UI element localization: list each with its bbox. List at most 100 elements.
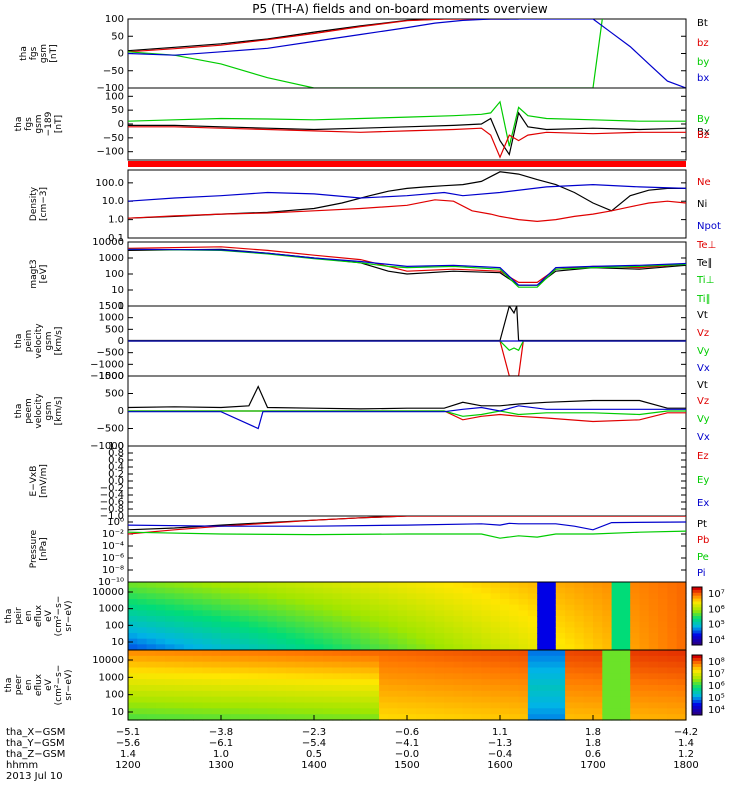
heatmap-cell [630, 582, 641, 589]
heatmap-cell [565, 593, 575, 600]
heatmap-cell [434, 673, 445, 680]
colorbar-cell [692, 604, 702, 608]
y-tick-label: 1000 [99, 253, 124, 264]
heatmap-cell [434, 604, 445, 611]
heatmap-cell [323, 638, 334, 645]
heatmap-cell [295, 621, 306, 628]
heatmap-cell [602, 599, 613, 606]
heatmap-cell [388, 633, 399, 640]
heatmap-cell [128, 661, 138, 669]
heatmap-cell [239, 627, 250, 634]
y-axis-label-line: tha [19, 46, 29, 61]
heatmap-cell [472, 599, 482, 606]
heatmap-cell [267, 696, 278, 704]
heatmap-cell [332, 587, 343, 594]
heatmap-cell [611, 610, 622, 617]
heatmap-cell [481, 644, 492, 651]
heatmap-cell [155, 587, 166, 594]
heatmap-cell [221, 633, 231, 640]
legend-entry: Vt [697, 380, 708, 391]
colorbar-cell [692, 697, 702, 701]
heatmap-cell [407, 599, 417, 606]
heatmap-cell [174, 599, 185, 606]
heatmap-cell [193, 673, 203, 680]
heatmap-cell [620, 696, 631, 704]
heatmap-cell [193, 685, 203, 692]
heatmap-cell [267, 685, 278, 692]
series-line-npot [128, 183, 686, 202]
heatmap-cell [425, 599, 436, 606]
legend-entry: Pt [697, 519, 707, 530]
heatmap-cell [648, 655, 659, 663]
heatmap-cell [472, 655, 482, 663]
heatmap-cell [546, 604, 557, 611]
heatmap-cell [481, 650, 492, 657]
heatmap-cell [407, 679, 417, 686]
heatmap-cell [602, 633, 613, 640]
heatmap-cell [425, 696, 436, 704]
y-tick-label: 100 [105, 690, 124, 701]
heatmap-cell [481, 633, 492, 640]
heatmap-cell [128, 610, 138, 617]
heatmap-cell [155, 633, 166, 640]
heatmap-cell [165, 650, 176, 657]
heatmap-cell [360, 667, 371, 674]
heatmap-cell [490, 696, 501, 704]
heatmap-cell [527, 708, 538, 715]
heatmap-cell [620, 667, 631, 674]
heatmap-cell [620, 604, 631, 611]
heatmap-cell [648, 587, 659, 594]
heatmap-cell [667, 633, 678, 640]
heatmap-cell [388, 627, 399, 634]
heatmap-cell [648, 661, 659, 669]
heatmap-cell [667, 708, 678, 715]
heatmap-cell [146, 599, 157, 606]
heatmap-cell [221, 661, 231, 669]
heatmap-cell [202, 582, 213, 589]
colorbar-tick-label: 10⁵ [708, 693, 725, 704]
heatmap-cell [230, 702, 241, 709]
heatmap-cell [565, 661, 575, 669]
heatmap-cell [230, 685, 241, 692]
heatmap-cell [295, 610, 306, 617]
y-tick-label: 0.6 [108, 455, 124, 466]
heatmap-cell [667, 627, 678, 634]
panel-efield: E−VxB [mV/m]1.00.80.60.40.20.0−0.2−0.4−0.… [29, 441, 709, 522]
heatmap-cell [258, 673, 269, 680]
heatmap-cell [155, 604, 166, 611]
heatmap-cell [546, 685, 557, 692]
heatmap-cell [602, 587, 613, 594]
heatmap-cell [323, 667, 334, 674]
colorbar-tick-label: 10⁴ [708, 705, 725, 716]
y-tick-label: −1000 [90, 441, 124, 452]
heatmap-cell [146, 673, 157, 680]
heatmap-cell [527, 627, 538, 634]
y-axis-label-line: eV [44, 678, 54, 691]
heatmap-cell [620, 714, 631, 721]
heatmap-cell [407, 610, 417, 617]
heatmap-cell [128, 633, 138, 640]
heatmap-cell [258, 667, 269, 674]
heatmap-cell [565, 621, 575, 628]
heatmap-cell [276, 667, 287, 674]
y-tick-label: 100 [105, 14, 124, 25]
heatmap-cell [360, 673, 371, 680]
y-axis-label-line: gsm [34, 114, 44, 133]
heatmap-cell [388, 644, 399, 651]
heatmap-cell [602, 667, 613, 674]
heatmap-cell [183, 616, 194, 623]
heatmap-cell [546, 621, 557, 628]
y-axis-label-line: peir [14, 607, 24, 625]
heatmap-cell [221, 702, 231, 709]
heatmap-cell [360, 650, 371, 657]
heatmap-cell [183, 667, 194, 674]
heatmap-cell [462, 644, 473, 651]
heatmap-cell [611, 650, 622, 657]
heatmap-cell [137, 702, 148, 709]
y-tick-label: 500 [105, 389, 124, 400]
heatmap-cell [360, 593, 371, 600]
heatmap-cell [667, 685, 678, 692]
heatmap-cell [351, 627, 362, 634]
x-tick-value: 1.4 [120, 749, 136, 760]
heatmap-cell [379, 616, 389, 623]
